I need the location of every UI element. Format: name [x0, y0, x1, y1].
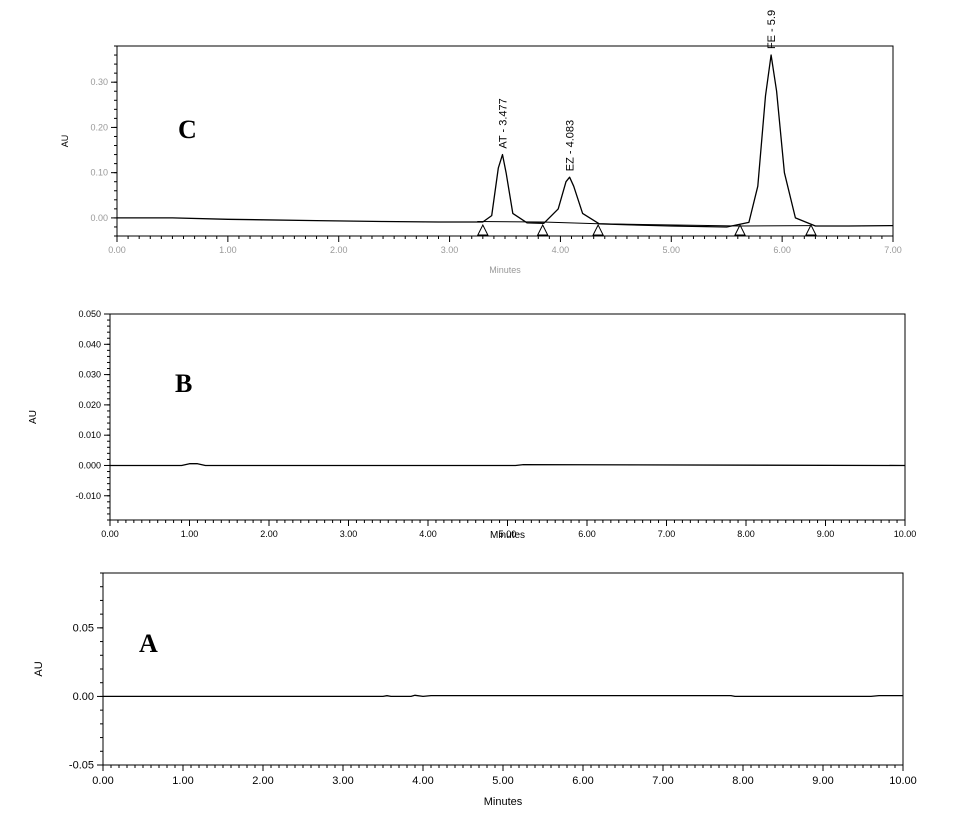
x-axis-label: Minutes — [490, 530, 525, 541]
x-tick-label: 1.00 — [172, 775, 193, 787]
x-tick-label: 6.00 — [578, 529, 596, 539]
y-tick-label: -0.010 — [75, 491, 101, 501]
x-tick-label: 5.00 — [492, 775, 513, 787]
y-tick-label: 0.010 — [78, 430, 101, 440]
x-tick-label: 2.00 — [330, 245, 348, 255]
x-axis-label: Minutes — [489, 265, 521, 275]
panel-c: 0.00 1.00 2.00 3.00 4.00 5.00 6.00 7.00 0.30 0.20… — [60, 10, 902, 275]
x-tick-label: 9.00 — [812, 775, 833, 787]
plot-frame — [102, 572, 904, 766]
y-tick-label: 0.20 — [90, 122, 108, 132]
chromatogram-trace — [117, 54, 894, 228]
peak-label: EZ - 4.083 — [565, 120, 577, 171]
peak-marker — [536, 223, 549, 236]
y-tick-label: 0.30 — [90, 77, 108, 87]
plot-frame — [109, 313, 906, 521]
y-axis-label: AU — [28, 410, 39, 424]
y-axis-label: AU — [33, 661, 45, 676]
x-tick-label: 7.00 — [652, 775, 673, 787]
peak-label: AT - 3.477 — [497, 98, 509, 148]
panel-b: 0.00 1.00 2.00 3.00 4.00 5.00 6.00 7.00 8.00 9.00… — [28, 309, 916, 541]
x-tick-label: 9.00 — [817, 529, 835, 539]
x-tick-label: 10.00 — [889, 775, 917, 787]
x-tick-label: 8.00 — [732, 775, 753, 787]
x-tick-label: 5.00 — [663, 245, 681, 255]
y-tick-label: 0.030 — [78, 370, 101, 380]
x-tick-label: 0.00 — [108, 245, 126, 255]
panel-letter-a: A — [139, 629, 158, 658]
x-tick-label: 8.00 — [737, 529, 755, 539]
x-tick-label: 4.00 — [552, 245, 570, 255]
y-tick-label: 0.00 — [73, 691, 94, 703]
panel-letter-c: C — [178, 115, 197, 144]
x-tick-label: 3.00 — [340, 529, 358, 539]
x-tick-label: 6.00 — [572, 775, 593, 787]
x-tick-label: 7.00 — [658, 529, 676, 539]
panel-a: 0.00 1.00 2.00 3.00 4.00 5.00 6.00 7.00 8.00 9.00… — [33, 572, 917, 808]
chromatogram-trace — [110, 463, 906, 467]
y-tick-label: 0.020 — [78, 400, 101, 410]
peak-marker — [805, 223, 817, 236]
x-tick-label: 1.00 — [181, 529, 199, 539]
x-axis-label: Minutes — [484, 796, 523, 808]
x-tick-label: 3.00 — [332, 775, 353, 787]
x-tick-label: 4.00 — [419, 529, 437, 539]
peak-marker — [734, 223, 746, 236]
peak-label: FE - 5.9 — [766, 10, 778, 49]
y-tick-label: 0.040 — [78, 339, 101, 349]
x-tick-label: 2.00 — [260, 529, 278, 539]
x-tick-label: 7.00 — [884, 245, 902, 255]
y-axis-label: AU — [60, 135, 70, 148]
x-tick-label: 2.00 — [252, 775, 273, 787]
y-tick-label: -0.05 — [69, 760, 94, 772]
y-tick-label: 0.10 — [90, 168, 108, 178]
x-tick-label: 3.00 — [441, 245, 459, 255]
chromatogram-trace — [103, 694, 903, 698]
x-tick-label: 1.00 — [219, 245, 237, 255]
x-tick-label: 5.00 — [499, 529, 517, 539]
x-tick-label: 0.00 — [101, 529, 119, 539]
x-tick-label: 6.00 — [773, 245, 791, 255]
peak-marker — [592, 223, 604, 236]
x-tick-label: 0.00 — [92, 775, 113, 787]
y-tick-label: 0.000 — [78, 460, 101, 470]
panel-letter-b: B — [175, 369, 192, 398]
peak-marker — [477, 223, 489, 236]
y-tick-label: 0.05 — [73, 623, 94, 635]
y-tick-label: 0.00 — [90, 213, 108, 223]
x-tick-label: 4.00 — [412, 775, 433, 787]
y-tick-label: 0.050 — [78, 309, 101, 319]
x-tick-label: 10.00 — [894, 529, 917, 539]
